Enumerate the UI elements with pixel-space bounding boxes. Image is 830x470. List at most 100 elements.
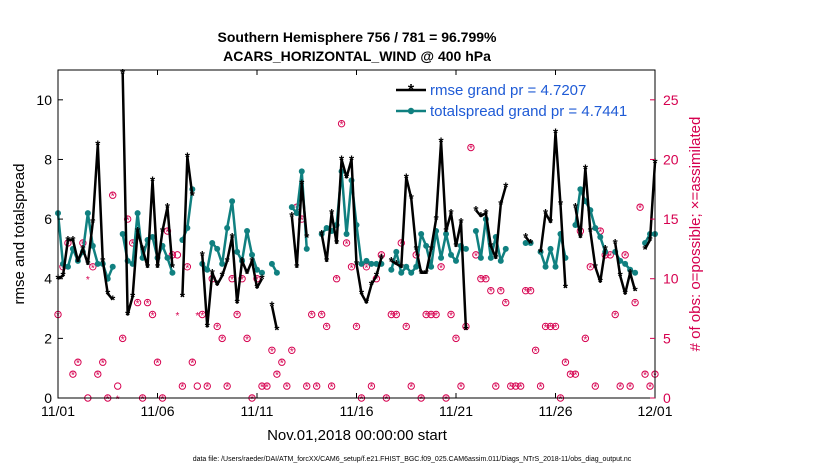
rmse-point: * <box>65 233 71 248</box>
obs-assimilated-point: * <box>156 359 160 370</box>
obs-assimilated-point: * <box>544 323 548 334</box>
obs-possible-point <box>467 143 475 152</box>
rmse-point: * <box>105 287 111 302</box>
rmse-point: * <box>329 206 335 221</box>
totalspread-point <box>462 245 469 252</box>
rmse-point: * <box>488 239 494 254</box>
totalspread-point <box>109 263 116 270</box>
rmse-point: * <box>448 206 454 221</box>
totalspread-point <box>169 269 176 276</box>
x-tick-label: 11/11 <box>241 403 274 419</box>
rmse-point: * <box>155 260 161 275</box>
obs-possible-point <box>551 322 560 331</box>
totalspread-point <box>388 266 395 273</box>
totalspread-point <box>428 263 435 270</box>
totalspread-point <box>64 263 71 270</box>
totalspread-point <box>547 245 554 252</box>
rmse-point: * <box>389 254 395 269</box>
rmse-point: * <box>633 284 639 299</box>
obs-possible-point <box>263 382 271 390</box>
rmse-point: * <box>299 176 305 191</box>
obs-possible-point <box>626 382 634 390</box>
obs-possible-point <box>317 310 326 319</box>
rmse-point: * <box>399 260 405 275</box>
totalspread-point <box>542 263 549 270</box>
obs-possible-point <box>352 322 361 331</box>
obs-assimilated-point: * <box>185 263 189 274</box>
rmse-point: * <box>538 245 544 260</box>
rmse-point: * <box>145 260 151 275</box>
obs-assimilated-point: * <box>215 323 219 334</box>
rmse-point: * <box>424 266 430 281</box>
totalspread-point <box>443 231 450 237</box>
rmse-point: * <box>130 290 136 305</box>
rmse-point: * <box>210 266 216 281</box>
obs-assimilated-point: * <box>220 335 224 346</box>
totalspread-point <box>224 225 231 232</box>
rmse-point: * <box>498 197 504 212</box>
obs-possible-point <box>512 382 520 390</box>
obs-assimilated-point: * <box>260 383 264 394</box>
obs-assimilated-point: * <box>444 395 448 406</box>
rmse-point: * <box>647 233 653 248</box>
obs-assimilated-point: * <box>106 395 110 406</box>
obs-assimilated-point: * <box>568 371 572 382</box>
rmse-point: * <box>404 170 410 185</box>
obs-possible-point <box>268 346 276 354</box>
series-layer: ** ******** ******************************… <box>55 66 658 337</box>
obs-assimilated-point: * <box>643 371 647 382</box>
obs-possible-point <box>606 251 614 259</box>
totalspread-point <box>472 228 479 235</box>
obs-assimilated-point: * <box>230 275 234 286</box>
totalspread-point <box>298 168 305 175</box>
totalspread-point <box>293 210 300 217</box>
obs-assimilated-point: * <box>71 371 75 382</box>
obs-assimilated-point: * <box>374 275 378 286</box>
x-tick-label: 11/01 <box>41 403 75 419</box>
totalspread-point <box>258 269 265 276</box>
rmse-line <box>613 242 637 295</box>
obs-assimilated-point: * <box>394 311 398 322</box>
obs-possible-point <box>402 322 410 331</box>
totalspread-point <box>94 260 101 267</box>
obs-possible-point <box>69 370 77 378</box>
totalspread-point <box>373 260 380 267</box>
rmse-line <box>574 167 607 283</box>
rmse-point: * <box>220 269 226 284</box>
rmse-point: * <box>170 260 176 275</box>
obs-possible-point <box>571 370 580 378</box>
data-file-footnote: data file: /Users/raeder/DAI/ATM_forcXX/… <box>193 456 632 463</box>
obs-assimilated-point: * <box>265 383 269 394</box>
rmse-point: * <box>160 224 166 239</box>
obs-possible-point <box>308 310 316 319</box>
x-tick-label: 11/21 <box>439 403 473 419</box>
obs-assimilated-point: * <box>161 395 165 406</box>
totalspread-point <box>323 225 330 232</box>
totalspread-point <box>119 231 126 237</box>
obs-assimilated-point: * <box>245 335 249 346</box>
rmse-point: * <box>95 138 101 153</box>
obs-assimilated-point: * <box>310 311 314 322</box>
totalspread-point <box>214 245 221 252</box>
x-tick-label: 11/16 <box>340 403 374 419</box>
rmse-point: * <box>324 254 330 269</box>
obs-assimilated-point: * <box>539 383 543 394</box>
obs-assimilated-point: * <box>623 251 627 262</box>
legend-rmse-label: rmse grand pr = 4.7207 <box>430 82 586 99</box>
rmse-point: * <box>269 299 275 314</box>
obs-assimilated-point: * <box>136 299 140 310</box>
obs-possible-point <box>193 382 202 390</box>
totalspread-point <box>413 263 420 270</box>
obs-assimilated-point: * <box>315 383 319 394</box>
obs-possible-point <box>616 382 624 390</box>
obs-possible-point <box>283 382 291 390</box>
totalspread-point <box>627 266 634 273</box>
obs-assimilated-point: * <box>280 359 284 370</box>
y2-tick-label: 5 <box>663 330 671 346</box>
rmse-point: * <box>444 224 450 239</box>
totalspread-point <box>229 198 236 205</box>
rmse-point: * <box>593 260 599 275</box>
obs-assimilated-point: * <box>429 311 433 322</box>
obs-assimilated-point: * <box>424 311 428 322</box>
